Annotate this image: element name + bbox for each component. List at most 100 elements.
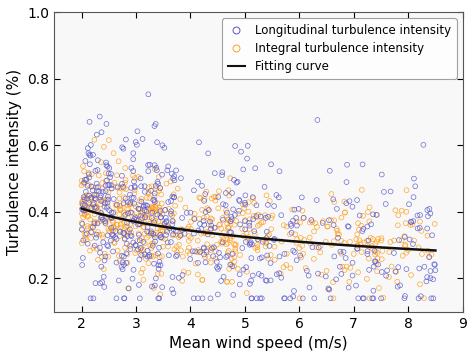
Point bbox=[136, 257, 143, 262]
Point bbox=[173, 168, 180, 173]
Point bbox=[100, 274, 108, 280]
Point bbox=[185, 224, 192, 229]
Point bbox=[213, 265, 221, 270]
Point bbox=[290, 288, 298, 294]
Point bbox=[308, 217, 315, 223]
Point bbox=[105, 171, 112, 176]
Point bbox=[237, 222, 244, 227]
Point bbox=[271, 236, 278, 242]
Point bbox=[156, 185, 164, 191]
Point bbox=[98, 215, 106, 221]
Point bbox=[89, 187, 97, 193]
Point bbox=[162, 207, 169, 213]
Point bbox=[158, 200, 165, 206]
Point bbox=[209, 217, 216, 222]
Point bbox=[86, 248, 94, 253]
Point bbox=[103, 205, 111, 211]
Point bbox=[125, 229, 133, 235]
Point bbox=[144, 212, 151, 218]
Point bbox=[241, 202, 249, 208]
Point bbox=[177, 226, 185, 232]
Point bbox=[230, 255, 238, 260]
Point bbox=[151, 166, 158, 172]
Point bbox=[117, 222, 125, 227]
Point bbox=[322, 239, 329, 245]
Point bbox=[370, 295, 377, 301]
Point bbox=[281, 251, 288, 257]
Point bbox=[159, 212, 166, 217]
Point bbox=[402, 250, 410, 256]
Point bbox=[133, 217, 140, 222]
Point bbox=[140, 224, 147, 230]
Point bbox=[289, 248, 297, 253]
Point bbox=[140, 203, 147, 208]
Point bbox=[125, 285, 132, 291]
Point bbox=[280, 222, 288, 228]
Point bbox=[110, 150, 118, 156]
Point bbox=[92, 205, 100, 211]
Point bbox=[151, 282, 159, 288]
Point bbox=[146, 242, 154, 248]
Point bbox=[138, 196, 146, 202]
Point bbox=[99, 189, 107, 195]
Point bbox=[277, 212, 285, 218]
Point bbox=[371, 258, 379, 264]
Point bbox=[129, 240, 137, 245]
Point bbox=[131, 175, 138, 181]
Point bbox=[79, 181, 87, 187]
Point bbox=[105, 207, 113, 213]
Point bbox=[202, 209, 210, 215]
Point bbox=[118, 144, 126, 150]
Point bbox=[299, 243, 306, 249]
Point bbox=[168, 286, 176, 292]
Point bbox=[148, 241, 156, 246]
Point bbox=[120, 213, 128, 219]
Point bbox=[157, 271, 165, 277]
Point bbox=[111, 234, 119, 240]
Point bbox=[288, 230, 295, 236]
Point bbox=[403, 187, 410, 193]
Point bbox=[420, 264, 428, 270]
Point bbox=[149, 208, 156, 214]
Point bbox=[234, 179, 241, 185]
Point bbox=[232, 242, 240, 247]
Point bbox=[108, 183, 115, 188]
Point bbox=[151, 193, 158, 199]
Point bbox=[155, 245, 163, 251]
Point bbox=[154, 179, 161, 185]
Point bbox=[357, 241, 365, 246]
Point bbox=[228, 256, 236, 262]
Point bbox=[201, 196, 208, 202]
Point bbox=[148, 210, 156, 216]
Point bbox=[201, 191, 209, 197]
Point bbox=[104, 226, 112, 232]
Point bbox=[226, 229, 234, 235]
Point bbox=[145, 184, 153, 190]
Point bbox=[82, 177, 90, 183]
Point bbox=[426, 254, 433, 260]
Point bbox=[228, 214, 235, 219]
Point bbox=[231, 143, 239, 149]
Point bbox=[325, 217, 333, 223]
Point bbox=[164, 244, 172, 250]
Point bbox=[169, 218, 176, 224]
Point bbox=[239, 233, 247, 239]
Point bbox=[152, 218, 159, 224]
Point bbox=[226, 193, 233, 198]
Point bbox=[131, 184, 138, 189]
Point bbox=[382, 201, 390, 207]
Point bbox=[106, 215, 114, 221]
Point bbox=[295, 245, 303, 251]
Point bbox=[258, 255, 265, 260]
Point bbox=[392, 268, 399, 274]
Point bbox=[81, 202, 88, 208]
Point bbox=[229, 207, 237, 212]
Point bbox=[170, 227, 177, 232]
Point bbox=[224, 236, 231, 242]
Point bbox=[152, 211, 160, 217]
Point bbox=[173, 252, 181, 258]
Point bbox=[90, 245, 97, 251]
Point bbox=[149, 205, 157, 211]
Point bbox=[153, 165, 160, 171]
Point bbox=[78, 178, 85, 184]
